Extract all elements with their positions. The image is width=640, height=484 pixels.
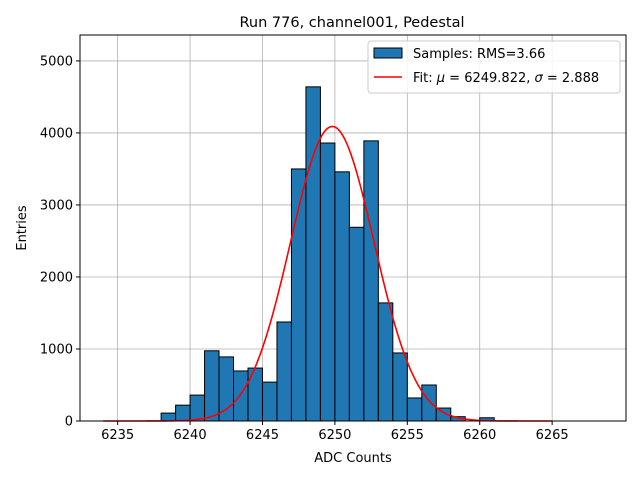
x-tick-label: 6255 — [391, 428, 424, 443]
x-tick-label: 6265 — [536, 428, 569, 443]
legend-label-fit: Fit: μ = 6249.822, σ = 2.888 — [413, 71, 599, 86]
histogram-bar — [392, 352, 408, 422]
histogram-bars — [160, 86, 495, 422]
y-tick-label: 2000 — [40, 270, 73, 285]
histogram-bar — [363, 140, 379, 422]
histogram-bar — [377, 302, 394, 422]
legend-swatch-samples — [373, 47, 403, 59]
plot-frame — [79, 34, 627, 422]
histogram-bar — [334, 171, 350, 422]
x-tick-label: 6235 — [101, 428, 134, 443]
y-tick-label: 1000 — [40, 342, 73, 357]
x-tick-label: 6245 — [246, 428, 279, 443]
histogram-bar — [247, 367, 263, 422]
histogram-bar — [233, 370, 249, 422]
histogram-bar — [406, 397, 423, 422]
y-axis-label: Entries — [15, 205, 30, 251]
histogram-bar — [421, 384, 437, 422]
histogram-bar — [160, 412, 177, 422]
y-tick-label: 5000 — [40, 54, 73, 69]
x-tick-label: 6240 — [174, 428, 207, 443]
x-tick-label: 6250 — [318, 428, 351, 443]
histogram-bar — [319, 142, 336, 422]
histogram-bar — [175, 404, 191, 422]
histogram-bar — [204, 350, 220, 422]
legend-label-samples: Samples: RMS=3.66 — [413, 47, 545, 62]
y-axis-ticks: 0 1000 2000 3000 4000 5000 — [40, 54, 80, 430]
histogram-bar — [305, 86, 321, 422]
x-axis-label: ADC Counts — [314, 451, 392, 466]
histogram-bar — [276, 321, 292, 422]
y-tick-label: 0 — [65, 415, 73, 430]
x-axis-ticks: 6235 6240 6245 6250 6255 6260 6265 — [101, 421, 569, 443]
chart-title: Run 776, channel001, Pedestal — [239, 15, 464, 31]
legend: Samples: RMS=3.66 Fit: μ = 6249.822, σ =… — [367, 40, 621, 94]
histogram-bar — [218, 356, 235, 422]
histogram-bar — [189, 394, 206, 422]
x-tick-label: 6260 — [463, 428, 496, 443]
y-tick-label: 3000 — [40, 198, 73, 213]
y-tick-label: 4000 — [40, 126, 73, 141]
histogram-bar — [348, 226, 365, 422]
histogram-bar — [261, 381, 278, 422]
